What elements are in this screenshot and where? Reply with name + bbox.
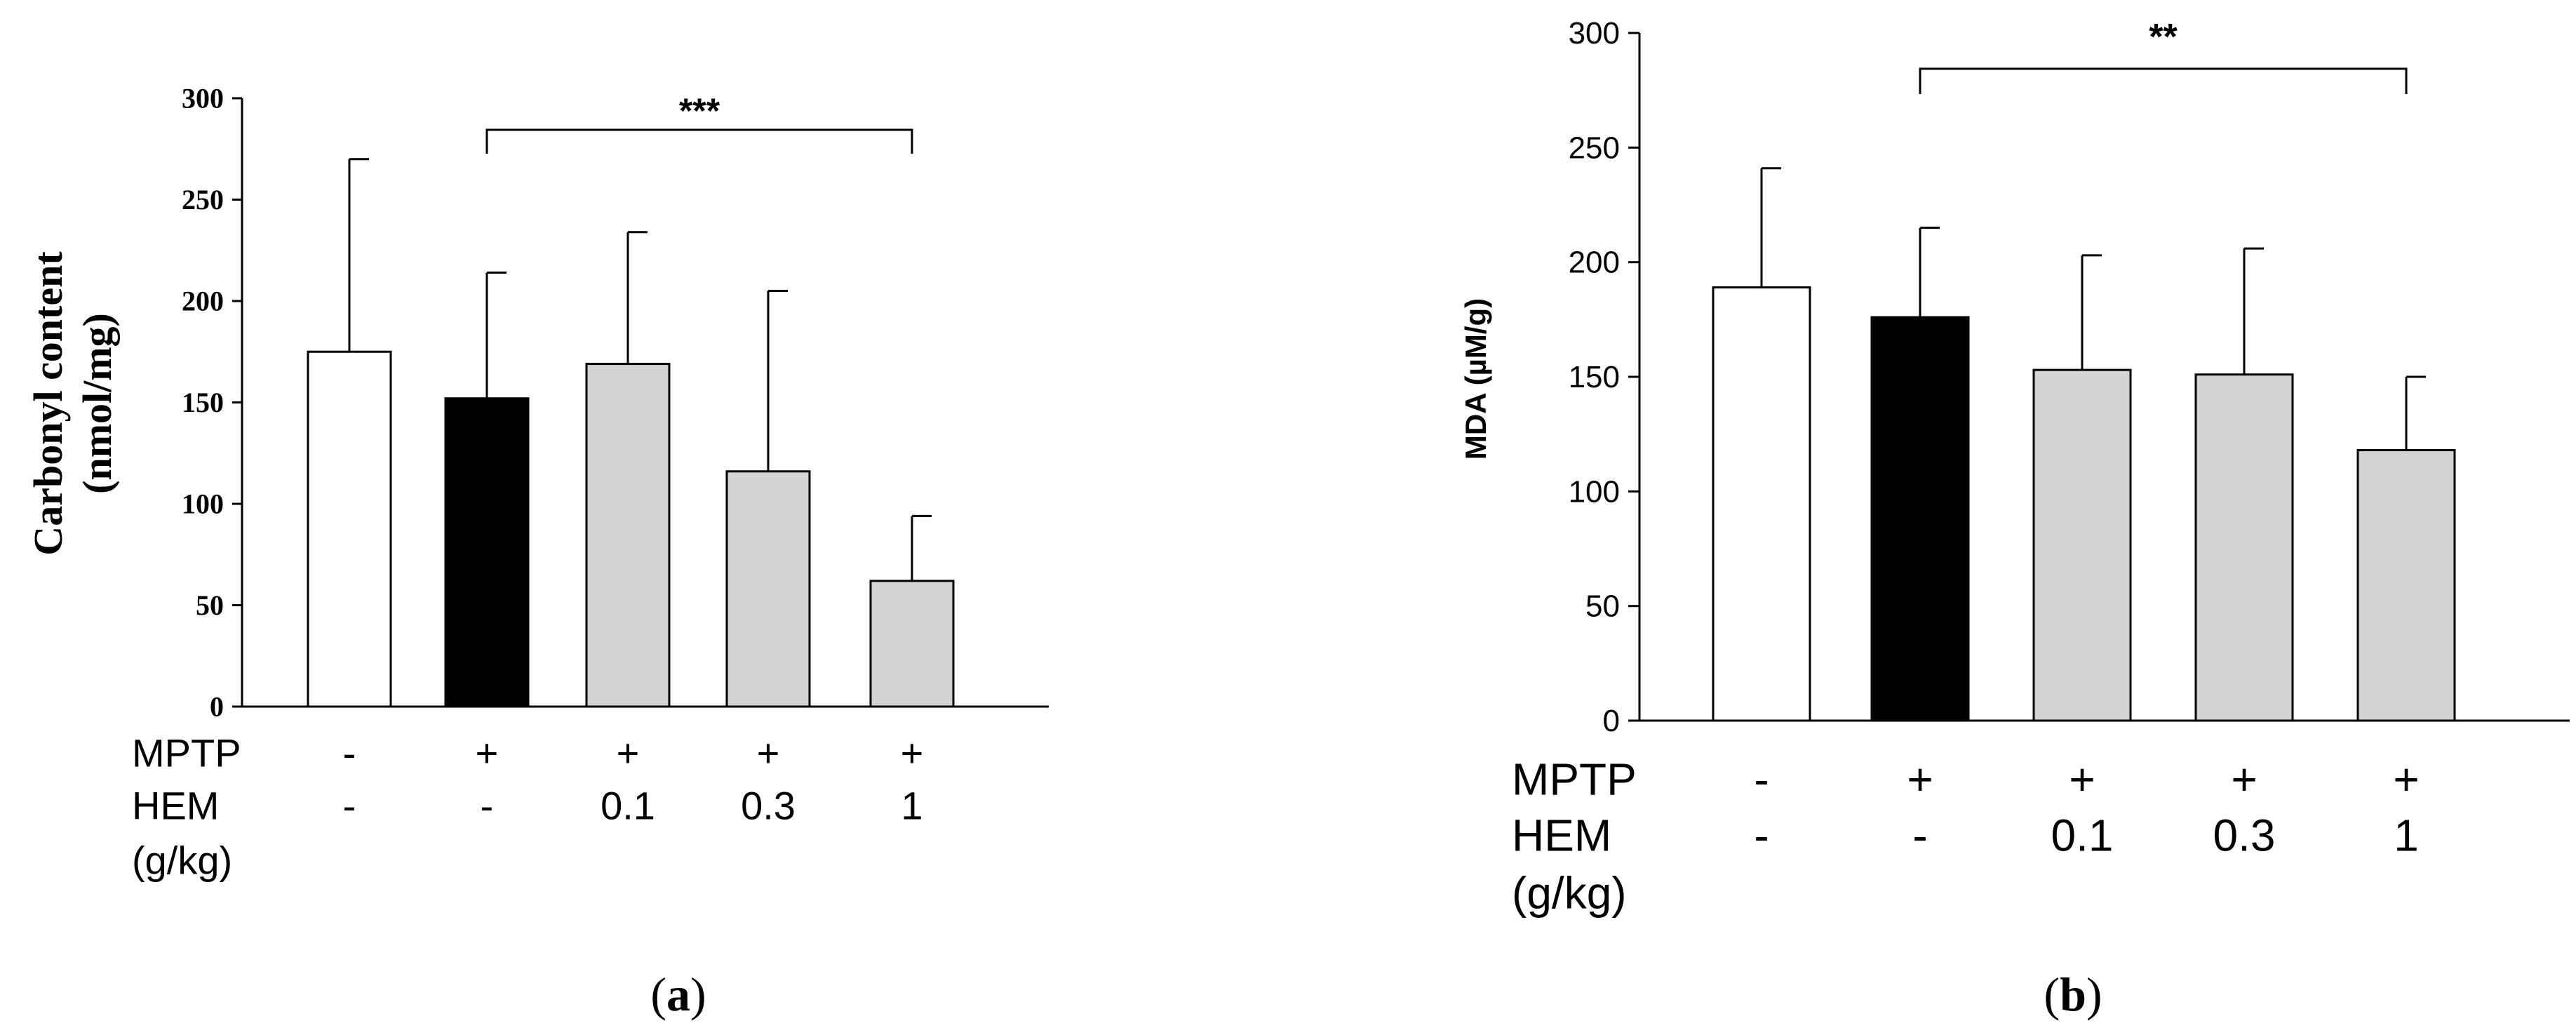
y-axis-label-text: MDA (µM/g) <box>1459 298 1492 460</box>
treatment-value: 1 <box>2394 810 2419 860</box>
treatment-value: 1 <box>901 784 923 828</box>
y-tick-label: 250 <box>182 184 224 215</box>
significance-bracket <box>485 128 913 154</box>
y-tick-label: 50 <box>196 589 224 621</box>
bar <box>2032 368 2132 722</box>
treatment-value: - <box>1754 810 1769 860</box>
treatment-value: + <box>901 731 924 775</box>
caption-open-paren: ( <box>2044 968 2060 1021</box>
y-tick-label: 0 <box>210 691 224 723</box>
bar <box>444 397 530 708</box>
significance-label: *** <box>679 91 720 131</box>
y-tick-label: 100 <box>1569 474 1620 509</box>
y-tick-label: 150 <box>1569 360 1620 394</box>
bar <box>2356 449 2456 722</box>
panel-caption: (a) <box>650 968 706 1021</box>
chart-panel-a: 0 50 100 150 200 250 300 Carbonyl content (nmol/… <box>25 83 1049 1021</box>
caption-close-paren: ) <box>2086 968 2102 1021</box>
caption-open-paren: ( <box>650 968 666 1021</box>
treatment-value: - <box>481 784 494 828</box>
caption-letter: b <box>2060 968 2086 1021</box>
bar <box>307 350 392 708</box>
bar <box>725 470 811 708</box>
treatment-value: 0.3 <box>2213 810 2276 860</box>
treatment-value: + <box>757 731 780 775</box>
y-tick-label: 150 <box>182 387 224 418</box>
bar <box>869 580 955 708</box>
panel-caption: (b) <box>2044 968 2102 1021</box>
treatment-row-label: HEM <box>132 784 219 828</box>
y-axis-label: MDA (µM/g) <box>1459 298 1492 460</box>
treatment-value: - <box>343 731 356 775</box>
treatment-row-label: MPTP <box>132 731 241 775</box>
y-tick-label: 100 <box>182 488 224 520</box>
bar <box>1870 316 1970 722</box>
treatment-row-label: HEM <box>1512 810 1611 860</box>
treatment-value: 0.3 <box>741 784 796 828</box>
y-tick-label: 250 <box>1569 131 1620 165</box>
y-axis-label-line2: (nmol/mg) <box>74 313 120 494</box>
y-tick-label: 300 <box>182 83 224 114</box>
significance-bracket <box>1919 67 2408 94</box>
treatment-value: + <box>2069 754 2095 804</box>
caption-letter: a <box>666 968 690 1021</box>
bar <box>2194 373 2294 722</box>
bar <box>1712 286 1811 722</box>
y-tick-label: 300 <box>1569 16 1620 51</box>
dose-unit-label: (g/kg) <box>1512 867 1627 918</box>
y-tick-label: 0 <box>1603 704 1620 738</box>
treatment-row-label: MPTP <box>1512 754 1637 804</box>
y-axis-label-line1: Carbonyl content <box>25 251 71 556</box>
treatment-value: + <box>617 731 640 775</box>
treatment-value: + <box>476 731 499 775</box>
treatment-value: + <box>1907 754 1933 804</box>
treatment-value: - <box>343 784 356 828</box>
y-tick-label: 200 <box>1569 246 1620 280</box>
chart-panel-b: 0 50 100 150 200 250 300 MDA (µM/g) ** MPTP - + + + + H… <box>1459 16 2570 1021</box>
treatment-value: 0.1 <box>2051 810 2114 860</box>
dose-unit-label: (g/kg) <box>132 839 232 883</box>
treatment-value: - <box>1754 754 1769 804</box>
treatment-value: + <box>2231 754 2257 804</box>
y-tick-label: 50 <box>1585 589 1620 624</box>
treatment-value: 0.1 <box>601 784 655 828</box>
y-axis-label: Carbonyl content (nmol/mg) <box>25 251 120 556</box>
y-tick-label: 200 <box>182 286 224 317</box>
caption-close-paren: ) <box>690 968 706 1021</box>
treatment-value: - <box>1912 810 1927 860</box>
bar <box>585 363 671 708</box>
treatment-value: + <box>2393 754 2419 804</box>
significance-label: ** <box>2149 17 2178 58</box>
